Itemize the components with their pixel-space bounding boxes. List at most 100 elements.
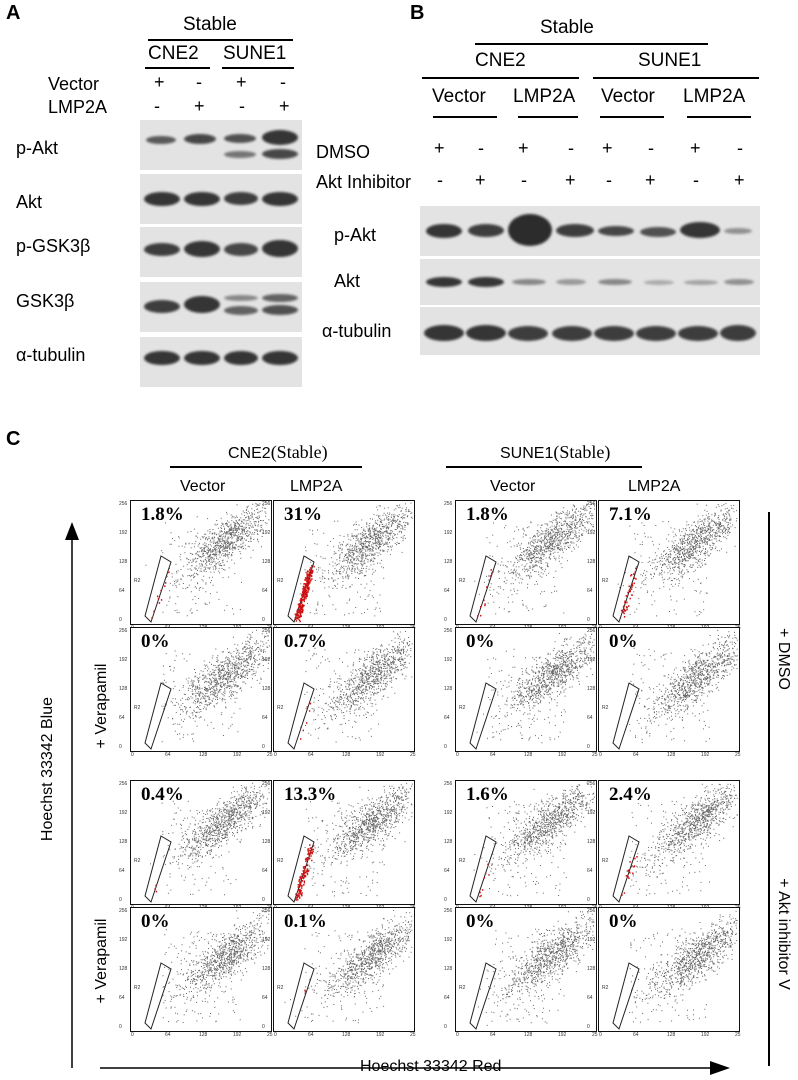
facs-plot: 0% R2 256 192 128 64 0 0 64 128 192 25 bbox=[587, 627, 741, 758]
y-tick-label: 0 bbox=[262, 1024, 265, 1030]
panel-b-group-label: LMP2A bbox=[683, 86, 746, 107]
y-tick-label: 0 bbox=[119, 744, 122, 750]
y-tick-label: 256 bbox=[587, 781, 596, 787]
panel-b-group-line bbox=[687, 116, 751, 118]
panel-b-group-label: LMP2A bbox=[513, 86, 576, 107]
blot-p-akt-a bbox=[140, 120, 302, 170]
gate-label: R2 bbox=[134, 985, 141, 991]
panel-a-sune1-label: SUNE1 bbox=[223, 43, 287, 64]
y-tick-label: 64 bbox=[262, 715, 268, 721]
y-tick-label: 256 bbox=[444, 628, 453, 634]
x-tick-label: 0 bbox=[456, 1032, 459, 1038]
gate-label: R2 bbox=[134, 578, 141, 584]
x-axis-arrow bbox=[100, 1061, 730, 1075]
sign: + bbox=[518, 138, 529, 158]
y-tick-label: 256 bbox=[119, 501, 128, 507]
x-tick-label: 64 bbox=[490, 752, 496, 758]
gate-label: R2 bbox=[459, 578, 466, 584]
x-tick-label: 128 bbox=[342, 752, 351, 758]
panel-b-blot-label: Akt bbox=[334, 271, 361, 291]
y-tick-label: 128 bbox=[262, 559, 271, 565]
facs-cloud bbox=[626, 783, 738, 896]
blot-tubulin-b bbox=[420, 307, 760, 355]
side-population-dots bbox=[621, 856, 638, 896]
sign: - bbox=[737, 138, 743, 158]
sign: + bbox=[154, 72, 165, 92]
sign: - bbox=[521, 170, 527, 190]
y-tick-label: 256 bbox=[262, 628, 271, 634]
panel-b-group-label: Vector bbox=[601, 86, 655, 107]
x-tick-label: 25 bbox=[410, 1032, 416, 1038]
y-tick-label: 192 bbox=[119, 937, 128, 943]
panel-c-col-label: LMP2A bbox=[290, 478, 343, 495]
x-tick-label: 128 bbox=[667, 1032, 676, 1038]
panel-c-cne2-line bbox=[170, 466, 362, 468]
y-tick-label: 64 bbox=[119, 868, 125, 874]
side-population-percent: 0% bbox=[609, 631, 638, 652]
sign: - bbox=[606, 170, 612, 190]
dmso-label: + DMSO bbox=[775, 628, 792, 690]
y-tick-label: 256 bbox=[262, 781, 271, 787]
x-tick-label: 64 bbox=[308, 1032, 314, 1038]
r2-gate bbox=[144, 835, 172, 903]
panel-b-sune1-label: SUNE1 bbox=[638, 50, 702, 71]
r2-gate bbox=[612, 682, 640, 750]
x-tick-label: 128 bbox=[199, 1032, 208, 1038]
y-tick-label: 128 bbox=[587, 839, 596, 845]
panel-a-stable-header: Stable bbox=[183, 14, 237, 35]
facs-scatter bbox=[612, 910, 738, 1030]
panel-b-group-label: Vector bbox=[432, 86, 486, 107]
y-tick-label: 128 bbox=[587, 966, 596, 972]
facs-cloud bbox=[161, 629, 270, 743]
y-tick-label: 64 bbox=[262, 868, 268, 874]
side-population-dots bbox=[620, 567, 637, 618]
x-tick-label: 0 bbox=[131, 752, 134, 758]
panel-c-sune1-line bbox=[446, 466, 642, 468]
akt-inhibitor-bracket bbox=[768, 788, 770, 1066]
y-tick-label: 192 bbox=[444, 810, 453, 816]
facs-scatter bbox=[284, 910, 413, 1030]
side-population-percent: 1.8% bbox=[466, 504, 509, 525]
side-population-percent: 0% bbox=[609, 911, 638, 932]
gate-label: R2 bbox=[459, 985, 466, 991]
x-tick-label: 0 bbox=[456, 752, 459, 758]
facs-cloud bbox=[474, 503, 595, 615]
x-tick-label: 192 bbox=[376, 1032, 385, 1038]
panel-a-blot-label: α-tubulin bbox=[16, 345, 86, 365]
y-tick-label: 64 bbox=[587, 995, 593, 1001]
y-tick-label: 64 bbox=[444, 995, 450, 1001]
side-population-dots bbox=[300, 702, 312, 740]
facs-cloud bbox=[145, 503, 270, 617]
facs-plot: 0% R2 256 192 128 64 0 0 64 128 192 25 bbox=[119, 627, 273, 758]
panel-b-group-line bbox=[518, 116, 578, 118]
r2-gate bbox=[287, 835, 315, 903]
y-tick-label: 128 bbox=[119, 839, 128, 845]
side-population-percent: 0.4% bbox=[141, 784, 184, 805]
panel-b-blot-label: α-tubulin bbox=[322, 321, 392, 341]
panel-b-stable-line bbox=[475, 43, 708, 45]
panel-a-letter: A bbox=[6, 2, 21, 24]
panel-c-col-label: LMP2A bbox=[628, 478, 681, 495]
y-tick-label: 192 bbox=[262, 937, 271, 943]
sign: - bbox=[648, 138, 654, 158]
sign: + bbox=[645, 170, 656, 190]
x-tick-label: 64 bbox=[633, 752, 639, 758]
sign: + bbox=[475, 170, 486, 190]
side-population-percent: 1.6% bbox=[466, 784, 509, 805]
r2-gate bbox=[144, 682, 172, 750]
panel-b-group-line bbox=[433, 116, 497, 118]
panel-a-blot-label: p-GSK3β bbox=[16, 236, 91, 256]
y-tick-label: 64 bbox=[587, 868, 593, 874]
facs-scatter bbox=[144, 503, 270, 623]
panel-b-sune1-line bbox=[593, 77, 759, 79]
sign: + bbox=[734, 170, 745, 190]
panel-b-blot-label: p-Akt bbox=[334, 225, 377, 245]
y-tick-label: 192 bbox=[262, 810, 271, 816]
facs-cloud bbox=[299, 502, 413, 617]
y-tick-label: 256 bbox=[262, 908, 271, 914]
facs-scatter bbox=[287, 631, 413, 750]
r2-gate bbox=[469, 682, 497, 750]
